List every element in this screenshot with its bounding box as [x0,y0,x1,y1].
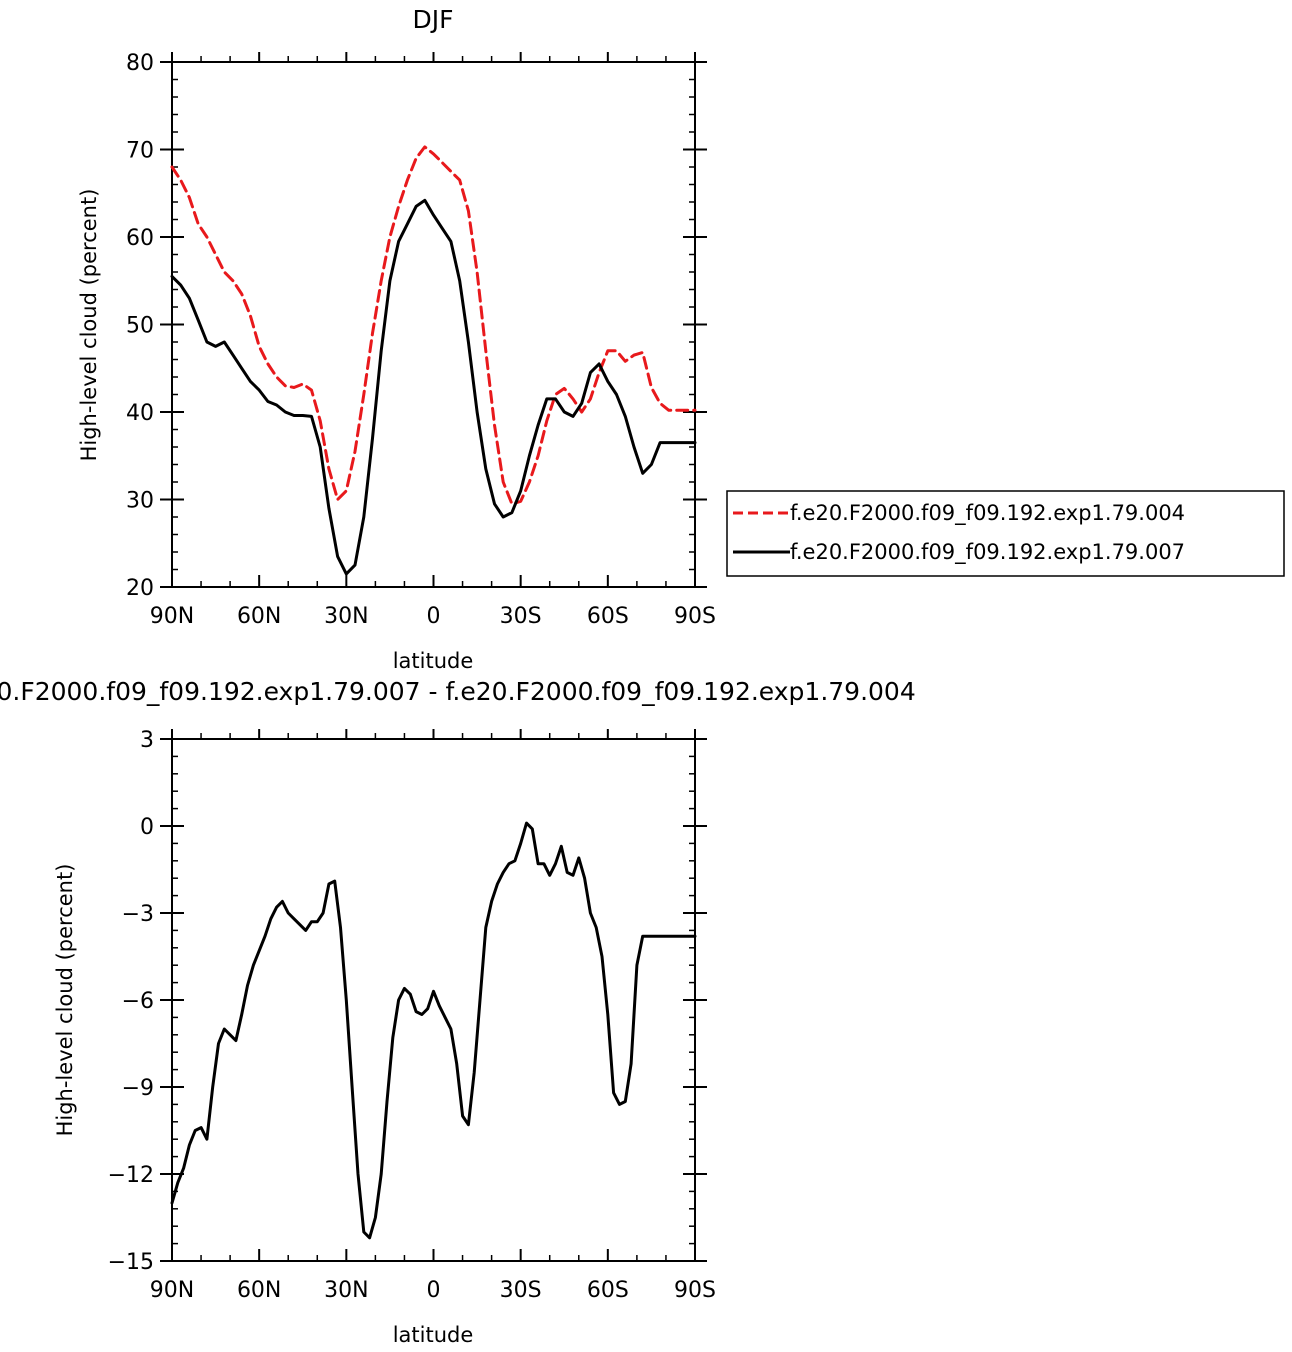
bottom-y-tick-label: −6 [122,989,154,1014]
top-x-tick-label: 30S [500,604,542,629]
top-x-tick-label: 0 [427,604,441,629]
bottom-x-tick-label: 60S [587,1278,629,1303]
top-y-tick-label: 50 [126,314,154,339]
bottom-y-tick-label: 3 [140,728,154,753]
legend: f.e20.F2000.f09_f09.192.exp1.79.004 f.e2… [726,490,1285,577]
bottom-y-ticks: −15 −12 −9 −6 −3 0 3 [108,728,707,1275]
top-series-line-1 [170,145,697,506]
bottom-y-tick-label: −9 [122,1076,154,1101]
top-plot-frame [171,61,696,588]
top-x-tick-label: 90S [674,604,716,629]
top-y-tick-label: 30 [126,489,154,514]
top-series-line-2 [170,198,697,576]
bottom-y-tick-label: −15 [108,1250,154,1275]
bottom-x-tick-label: 30N [324,1278,368,1303]
top-y-tick-label: 20 [126,576,154,601]
bottom-y-tick-label: 0 [140,815,154,840]
top-y-tick-label: 80 [126,51,154,76]
bottom-panel: f.e20.F2000.f09_f09.192.exp1.79.007 - f.… [0,677,916,1347]
bottom-y-tick-label: −3 [122,902,154,927]
bottom-x-axis-label: latitude [393,1323,474,1347]
bottom-x-ticks: 90N 60N 30N 0 30S 60S 90S [150,729,716,1303]
top-series-layer [170,145,697,576]
top-y-tick-label: 60 [126,226,154,251]
top-x-tick-label: 30N [324,604,368,629]
bottom-x-tick-label: 90N [150,1278,194,1303]
legend-box [726,490,1285,577]
top-x-tick-label: 60N [237,604,281,629]
legend-label-series-1: f.e20.F2000.f09_f09.192.exp1.79.004 [790,501,1185,526]
bottom-x-tick-label: 0 [427,1278,441,1303]
top-x-tick-label: 90N [150,604,194,629]
top-y-axis-label: High-level cloud (percent) [77,189,101,462]
top-y-tick-label: 40 [126,401,154,426]
bottom-chart-title: f.e20.F2000.f09_f09.192.exp1.79.007 - f.… [0,677,916,706]
bottom-plot-frame [171,738,696,1262]
bottom-y-axis-label: High-level cloud (percent) [53,864,77,1137]
top-x-ticks: 90N 60N 30N 0 30S 60S 90S [150,52,716,629]
top-panel: DJF 90N 60N 30N 0 30S 60S 90S 20 30 40 50 60 70 80 l… [77,5,716,673]
legend-label-series-2: f.e20.F2000.f09_f09.192.exp1.79.007 [790,540,1185,565]
top-x-axis-label: latitude [393,649,474,673]
bottom-x-tick-label: 90S [674,1278,716,1303]
bottom-x-tick-label: 60N [237,1278,281,1303]
bottom-series-line-1 [170,821,697,1240]
bottom-x-tick-label: 30S [500,1278,542,1303]
bottom-y-tick-label: −12 [108,1163,154,1188]
top-y-ticks: 20 30 40 50 60 70 80 [126,51,707,601]
top-x-tick-label: 60S [587,604,629,629]
top-y-tick-label: 70 [126,139,154,164]
bottom-series-layer [170,821,697,1240]
top-chart-title: DJF [412,5,453,34]
